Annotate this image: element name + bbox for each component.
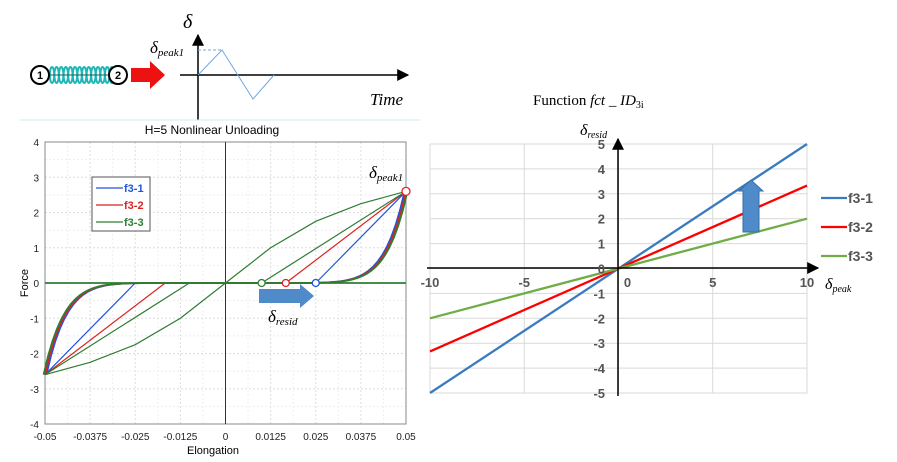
y-tick-label: 5 <box>598 137 605 152</box>
loading-curve-f3-1 <box>45 282 227 375</box>
y-tick-label: 0 <box>598 262 605 277</box>
y-tick-label: 3 <box>598 187 605 202</box>
left-chart-title: H=5 Nonlinear Unloading <box>145 123 279 137</box>
y-tick-label: 4 <box>33 138 39 149</box>
y-tick-label: -1 <box>30 314 39 325</box>
y-tick-label: 1 <box>33 244 39 255</box>
legend: f3-1 f3-2 f3-3 <box>91 176 151 232</box>
x-tick-label: 0.05 <box>396 432 416 443</box>
unloading-line-f3-2 <box>44 282 166 376</box>
x-axis-label: Elongation <box>187 445 239 457</box>
y-tick-label: 2 <box>598 212 605 227</box>
x-tick-label: 0.025 <box>303 432 328 443</box>
unloading-line-f3-2 <box>285 190 407 284</box>
peak-label: δpeak1 <box>150 38 184 59</box>
y-tick-label: -3 <box>30 385 39 396</box>
residual-function-chart: Function fct _ ID3i -10 -5 0 5 10-5-4-3-2-10… <box>421 93 874 401</box>
residual-point-f3-1 <box>311 278 320 288</box>
x-tick-label: 0.0125 <box>255 432 286 443</box>
spring-coils <box>48 66 116 84</box>
loading-curve-f3-3 <box>42 282 225 375</box>
x-axis-label: δpeak <box>825 276 852 295</box>
y-tick-label: 2 <box>33 209 39 220</box>
residual-point-f3-2 <box>281 278 290 288</box>
right-chart-title: Function fct _ ID3i <box>533 93 644 111</box>
y-tick-label: -4 <box>593 361 605 376</box>
red-arrow-icon <box>131 61 165 89</box>
y-tick-label: -5 <box>593 386 605 401</box>
increase-arrow-icon <box>737 179 765 233</box>
y-tick-label: 3 <box>33 173 39 184</box>
residual-point-f3-3 <box>257 278 266 288</box>
delta-label: δ <box>183 11 193 33</box>
loading-curve-f3-1 <box>224 191 406 284</box>
y-tick-label: -1 <box>593 286 605 301</box>
x-tick-label: -0.05 <box>34 432 57 443</box>
y-tick-label: 1 <box>598 237 605 252</box>
node-1 <box>30 65 50 85</box>
x-tick-label: -0.0125 <box>163 432 197 443</box>
time-label: Time <box>370 90 404 109</box>
y-tick-label: 4 <box>598 162 606 177</box>
legend-label-f3-2: f3-2 <box>124 200 144 212</box>
y-axis-label: Force <box>19 269 31 297</box>
y-tick-label: 0 <box>33 279 39 290</box>
y-tick-label: -2 <box>30 350 39 361</box>
unloading-line-f3-1 <box>44 282 136 376</box>
force-elongation-chart: H=5 Nonlinear Unloading -0.05 -0.0375 -0.0… <box>19 123 416 457</box>
loading-curve-f3-3 <box>226 191 409 284</box>
x-tick-label: 10 <box>800 275 814 290</box>
displacement-time-plot: δ δpeak1 Time <box>150 11 410 120</box>
node-2-label: 2 <box>115 70 121 82</box>
displacement-history <box>197 49 275 100</box>
unloading-line-f3-1 <box>315 190 407 284</box>
x-tick-label: -0.0375 <box>73 432 107 443</box>
legend-label-f3-1: f3-1 <box>124 183 144 195</box>
y-tick-label: -3 <box>593 336 605 351</box>
x-tick-label: 5 <box>709 275 716 290</box>
unloading-line-f3-3 <box>261 190 407 284</box>
spring-diagram: 1 2 <box>30 61 165 89</box>
node-2 <box>108 65 128 85</box>
x-tick-label: 0 <box>624 275 631 290</box>
loading-curve-f3-2 <box>44 282 226 375</box>
x-tick-label: 0 <box>223 432 229 443</box>
legend-label-f3-2: f3-2 <box>848 219 873 235</box>
x-tick-label: -0.025 <box>121 432 150 443</box>
peak-point <box>401 186 411 197</box>
resid-arrow-icon <box>259 284 314 308</box>
legend-label-f3-3: f3-3 <box>848 248 873 264</box>
legend-label-f3-3: f3-3 <box>124 217 144 229</box>
unloading-line-f3-3 <box>44 282 190 376</box>
x-tick-label: 0.0375 <box>346 432 377 443</box>
y-tick-label: -4 <box>30 420 39 431</box>
legend-label-f3-1: f3-1 <box>848 190 873 206</box>
resid-annotation: δresid <box>268 307 298 328</box>
x-tick-label: -10 <box>421 275 440 290</box>
node-1-label: 1 <box>37 70 43 82</box>
loading-curve-f3-2 <box>225 191 407 284</box>
x-tick-label: -5 <box>518 275 530 290</box>
y-tick-label: -2 <box>593 311 605 326</box>
y-axis-label: δresid <box>580 122 608 141</box>
peak-annotation: δpeak1 <box>369 163 403 184</box>
